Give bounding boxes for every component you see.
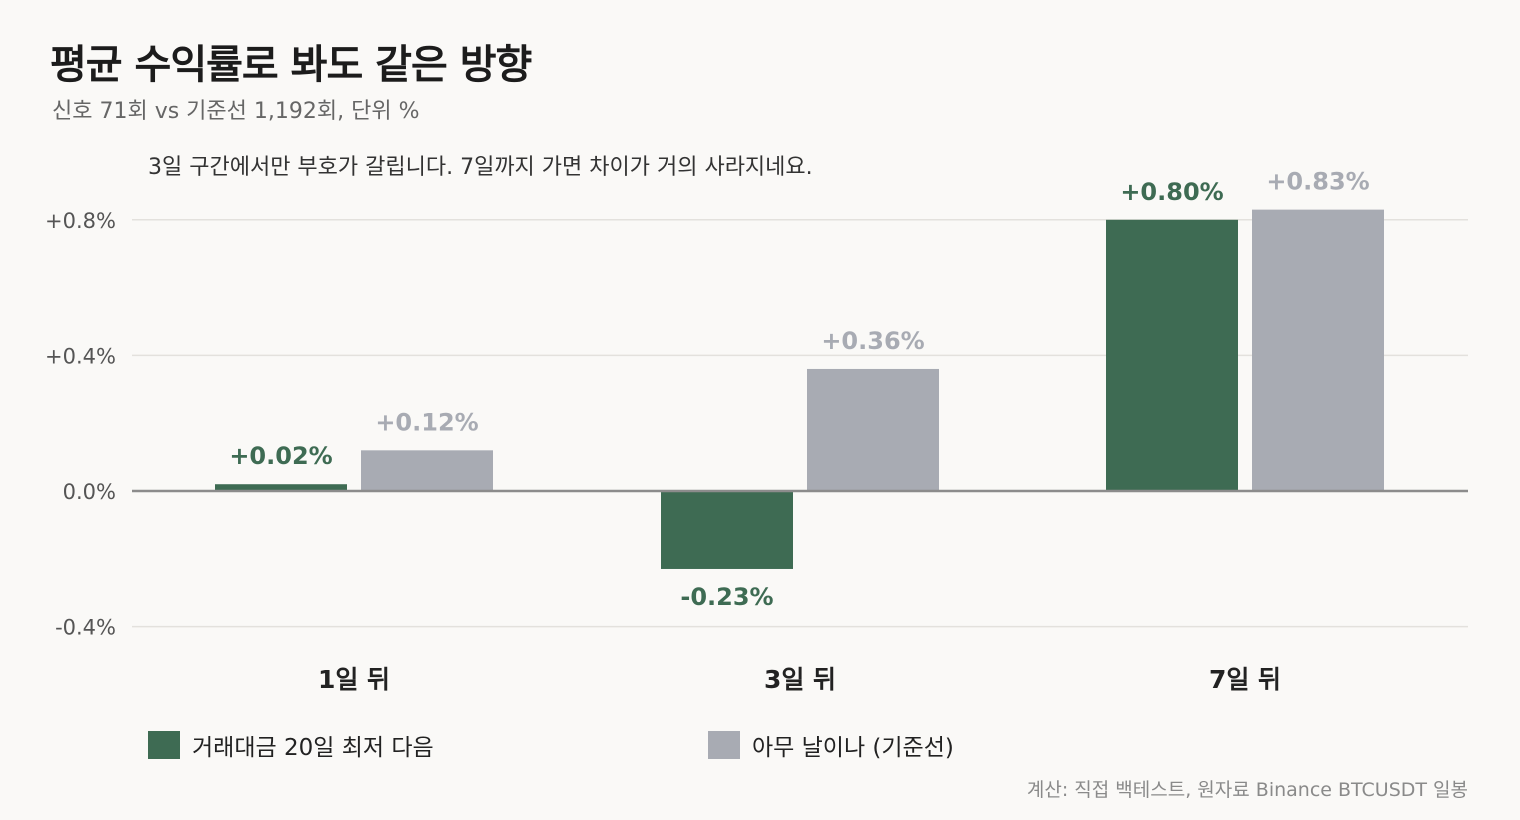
- legend-item-signal: 거래대금 20일 최저 다음: [148, 728, 434, 762]
- bar-signal: [215, 484, 347, 491]
- y-tick-label: +0.4%: [45, 344, 116, 368]
- bar-signal: [661, 491, 793, 569]
- bar-baseline: [807, 368, 939, 491]
- y-tick-label: -0.4%: [55, 616, 116, 640]
- y-tick-label: +0.8%: [45, 209, 116, 233]
- data-label: +0.02%: [229, 442, 332, 470]
- data-label: +0.83%: [1266, 168, 1369, 196]
- data-label: -0.23%: [680, 583, 773, 611]
- bar-baseline: [361, 450, 493, 491]
- x-category-label: 1일 뒤: [318, 665, 390, 694]
- x-category-label: 3일 뒤: [764, 665, 836, 694]
- data-label: +0.80%: [1120, 178, 1223, 206]
- data-label: +0.12%: [375, 408, 478, 436]
- legend-label-baseline: 아무 날이나 (기준선): [752, 735, 954, 761]
- legend-item-baseline: 아무 날이나 (기준선): [708, 728, 954, 762]
- legend-swatch-baseline: [708, 731, 740, 759]
- bar-baseline: [1252, 209, 1384, 491]
- bar-signal: [1106, 219, 1238, 492]
- legend-swatch-signal: [148, 731, 180, 759]
- chart-title: 평균 수익률로 봐도 같은 방향: [50, 42, 532, 88]
- chart-subtitle: 신호 71회 vs 기준선 1,192회, 단위 %: [52, 99, 420, 124]
- chart-annotation: 3일 구간에서만 부호가 갈립니다. 7일까지 가면 차이가 거의 사라지네요.: [148, 155, 813, 180]
- x-category-label: 7일 뒤: [1209, 665, 1281, 694]
- source-note: 계산: 직접 백테스트, 원자료 Binance BTCUSDT 일봉: [1026, 779, 1468, 801]
- y-tick-label: 0.0%: [63, 480, 116, 504]
- data-label: +0.36%: [821, 327, 924, 355]
- legend-label-signal: 거래대금 20일 최저 다음: [192, 735, 434, 761]
